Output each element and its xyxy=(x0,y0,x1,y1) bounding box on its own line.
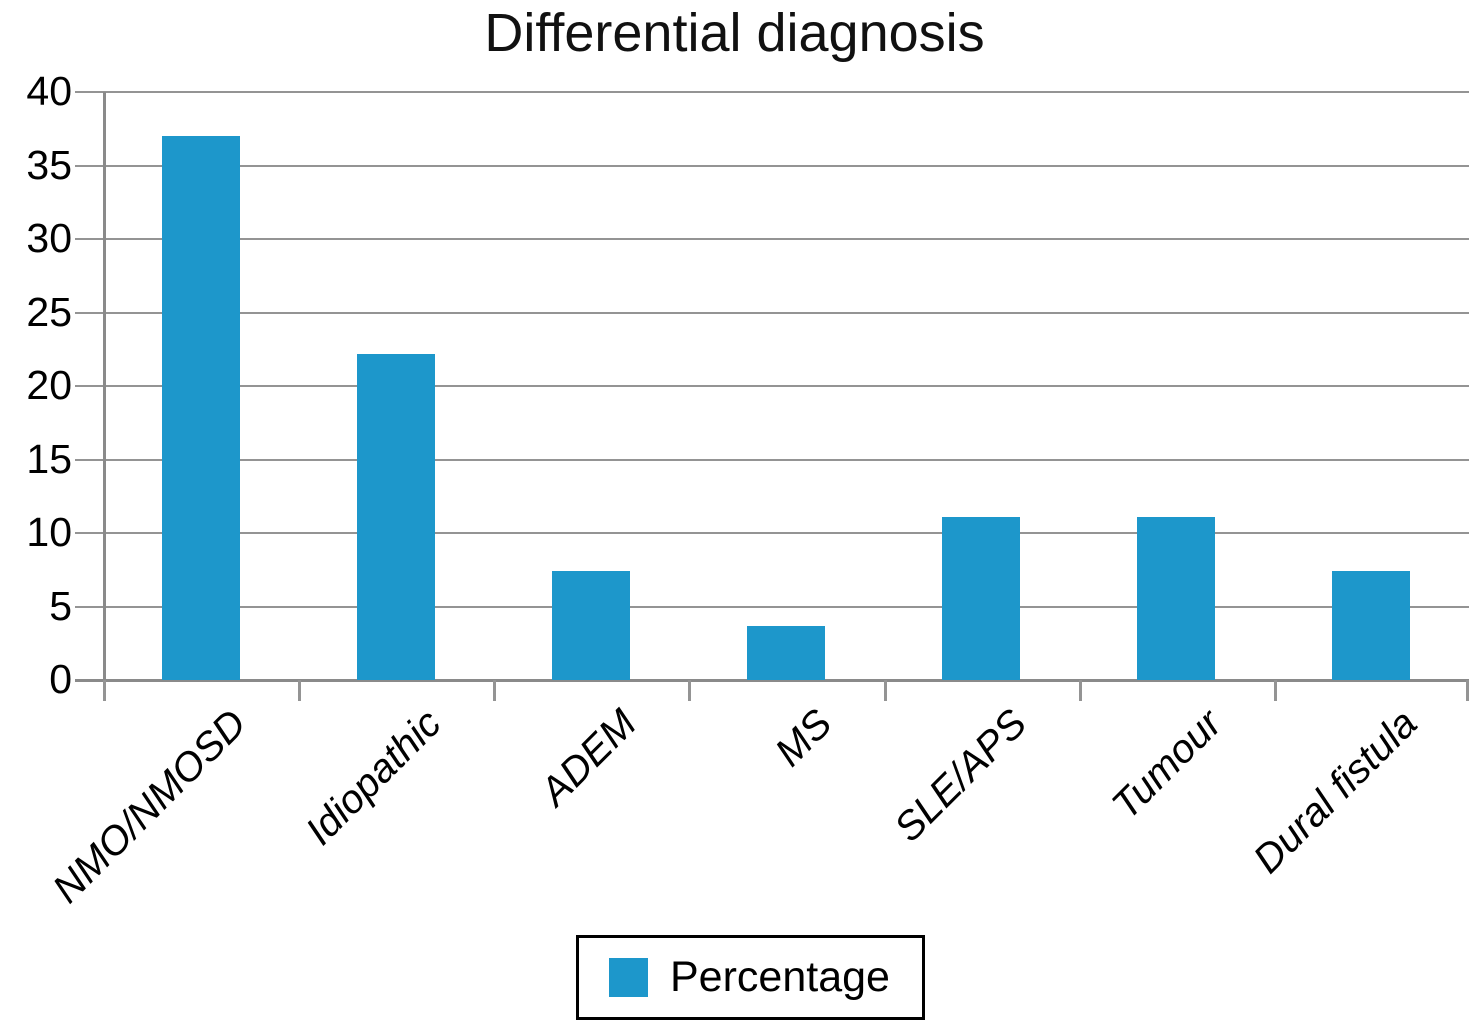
x-tick xyxy=(1466,680,1469,701)
x-tick xyxy=(298,680,302,701)
x-tick-label-tumour: Tumour xyxy=(1104,701,1231,828)
y-tick xyxy=(75,311,103,314)
chart-title: Differential diagnosis xyxy=(484,3,985,63)
gridline xyxy=(103,385,1469,387)
y-tick-label: 20 xyxy=(26,362,72,408)
y-tick-label: 35 xyxy=(26,141,72,188)
x-tick-label-dural-fistula: Dural fistula xyxy=(1245,701,1426,882)
bar-tumour xyxy=(1137,516,1216,680)
y-tick xyxy=(75,385,103,387)
y-tick-label: 30 xyxy=(26,215,72,261)
y-tick-label: 5 xyxy=(49,582,72,629)
y-tick-label: 10 xyxy=(26,509,72,555)
x-axis-line xyxy=(75,679,1469,682)
x-tick-label-idiopathic: Idiopathic xyxy=(297,701,451,854)
x-tick xyxy=(1078,680,1082,701)
y-axis-line xyxy=(103,92,106,683)
gridline xyxy=(103,238,1469,240)
x-tick-label-ms: MS xyxy=(766,701,841,775)
bar-nmo-nmosd xyxy=(161,136,240,680)
y-tick-label: 0 xyxy=(49,656,72,702)
x-tick-label-adem: ADEM xyxy=(532,701,646,815)
bar-ms xyxy=(746,625,825,680)
x-tick xyxy=(493,680,497,701)
x-tick xyxy=(688,680,692,701)
bar-sle-aps xyxy=(942,516,1021,680)
legend: Percentage xyxy=(576,935,925,1020)
x-tick xyxy=(103,680,106,701)
legend-swatch xyxy=(609,958,648,997)
gridline xyxy=(103,91,1469,93)
y-tick xyxy=(75,238,103,240)
bar-idiopathic xyxy=(356,353,435,680)
y-tick-label: 40 xyxy=(26,68,72,114)
y-tick xyxy=(75,532,103,534)
x-tick-label-nmo-nmosd: NMO/NMOSD xyxy=(44,701,255,912)
y-tick xyxy=(75,91,103,93)
legend-label: Percentage xyxy=(670,953,890,1001)
gridline xyxy=(103,605,1469,608)
gridline xyxy=(103,311,1469,314)
x-tick-label-sle-aps: SLE/APS xyxy=(886,701,1036,851)
bar-adem xyxy=(551,571,630,680)
y-tick xyxy=(75,458,103,461)
y-tick xyxy=(75,164,103,167)
x-tick xyxy=(883,680,887,701)
y-tick xyxy=(75,605,103,608)
x-tick xyxy=(1273,680,1277,701)
y-tick-label: 25 xyxy=(26,288,72,335)
gridline xyxy=(103,164,1469,167)
y-tick-label: 15 xyxy=(26,435,72,482)
gridline xyxy=(103,532,1469,534)
gridline xyxy=(103,458,1469,461)
bar-dural-fistula xyxy=(1332,571,1411,680)
